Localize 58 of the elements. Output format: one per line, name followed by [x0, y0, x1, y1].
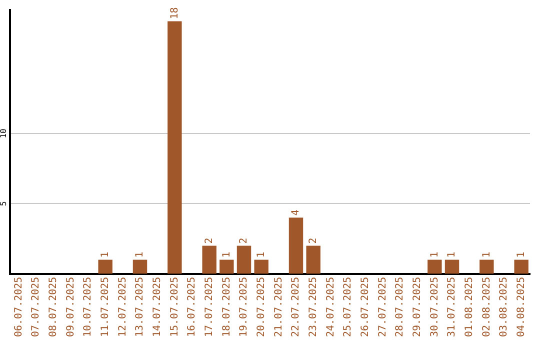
x-tick-label: 13.07.2025: [134, 276, 146, 338]
data-label: 1: [516, 252, 527, 258]
x-tick-label: 01.08.2025: [464, 276, 475, 338]
data-label: 1: [481, 252, 492, 258]
data-label: 1: [100, 252, 111, 258]
x-tick-label: 14.07.2025: [152, 276, 163, 338]
bar: [288, 218, 304, 274]
data-label: 2: [308, 238, 319, 244]
x-tick-label: 06.07.2025: [13, 276, 24, 338]
x-tick-label: 21.07.2025: [273, 276, 284, 338]
x-tick-label: 25.07.2025: [342, 276, 354, 338]
x-tick-label: 18.07.2025: [221, 276, 232, 338]
y-tick-label: 5: [0, 201, 8, 206]
bar: [202, 246, 216, 274]
x-tick-label: 07.07.2025: [30, 276, 42, 338]
x-tick-label: 12.07.2025: [117, 276, 128, 338]
data-label: 2: [238, 238, 250, 244]
x-tick-label: 19.07.2025: [238, 276, 250, 338]
x-tick-label: 30.07.2025: [429, 276, 440, 338]
x-tick-label: 22.07.2025: [290, 276, 302, 338]
x-tick-label: 29.07.2025: [412, 276, 423, 338]
x-tick-label: 15.07.2025: [169, 276, 180, 338]
bar: [254, 260, 268, 274]
bar: [306, 246, 320, 274]
x-tick-label: 16.07.2025: [186, 276, 198, 338]
bar: [132, 260, 148, 274]
bar: [514, 260, 528, 274]
data-label: 1: [221, 252, 232, 258]
x-tick-label: 11.07.2025: [100, 276, 111, 338]
x-tick-label: 31.07.2025: [446, 276, 458, 338]
data-label: 4: [290, 210, 302, 216]
x-tick-label: 20.07.2025: [256, 276, 267, 338]
x-tick-label: 28.07.2025: [394, 276, 406, 338]
bar: [168, 21, 182, 274]
x-tick-label: 08.07.2025: [48, 276, 59, 338]
data-label: 1: [446, 252, 458, 258]
bar: [220, 260, 234, 274]
x-tick-label: 17.07.2025: [204, 276, 215, 338]
x-tick-label: 27.07.2025: [377, 276, 388, 338]
bar: [98, 260, 112, 274]
data-label: 1: [256, 252, 267, 258]
y-tick-label: 10: [0, 128, 8, 138]
x-tick-label: 26.07.2025: [360, 276, 371, 338]
x-tick-label: 04.08.2025: [516, 276, 527, 338]
data-label: 2: [204, 238, 215, 244]
data-label: 1: [134, 252, 146, 258]
x-tick-label: 03.08.2025: [498, 276, 510, 338]
bar: [444, 260, 460, 274]
bar: [236, 246, 252, 274]
x-tick-label: 02.08.2025: [481, 276, 492, 338]
x-tick-label: 09.07.2025: [65, 276, 76, 338]
bar: [480, 260, 494, 274]
data-label: 1: [429, 252, 440, 258]
x-tick-label: 10.07.2025: [82, 276, 94, 338]
data-label: 18: [169, 7, 180, 20]
x-tick-label: 23.07.2025: [308, 276, 319, 338]
x-tick-label: 24.07.2025: [325, 276, 336, 338]
bar: [428, 260, 442, 274]
